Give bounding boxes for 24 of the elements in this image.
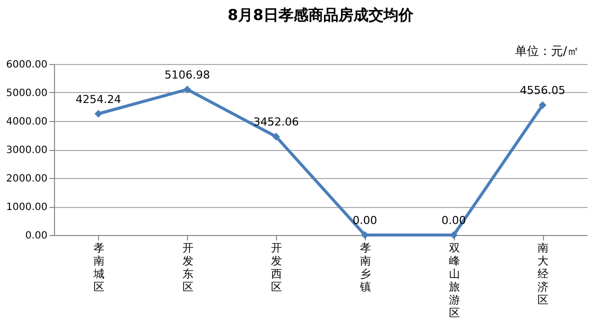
x-tick-label: 孝南乡镇: [358, 242, 371, 294]
y-tick-label: 2000.00: [6, 174, 48, 184]
y-tick-label: 4000.00: [6, 116, 48, 128]
chart-title: 8月8日孝感商品房成交均价: [228, 6, 414, 24]
x-tick-label: 孝南城区: [92, 242, 104, 294]
data-label: 4254.24: [76, 92, 122, 106]
point: [538, 101, 546, 110]
point: [272, 132, 280, 140]
y-tick-label: 0.00: [25, 230, 48, 242]
point: [94, 110, 102, 118]
y-tick-label: 3000.00: [6, 145, 48, 156]
x-tick-label: 双峰山旅游区: [448, 242, 460, 320]
data-label: 4556.05: [520, 84, 566, 98]
x-tick-label: 开发西区: [271, 242, 282, 294]
data-label: 0.00: [352, 214, 378, 227]
data-label: 5106.98: [164, 68, 210, 82]
x-tick-label: 开发东区: [182, 242, 194, 294]
x-tick-label: 南大经济区: [538, 242, 549, 306]
point: [183, 86, 192, 94]
data-label: 3452.06: [253, 116, 299, 129]
y-tick-label: 6000.00: [6, 60, 48, 70]
text: 单位：元/㎡: [514, 44, 579, 58]
y-tick-label: 5000.00: [6, 88, 48, 99]
y-tick-label: 1000.00: [6, 202, 48, 213]
